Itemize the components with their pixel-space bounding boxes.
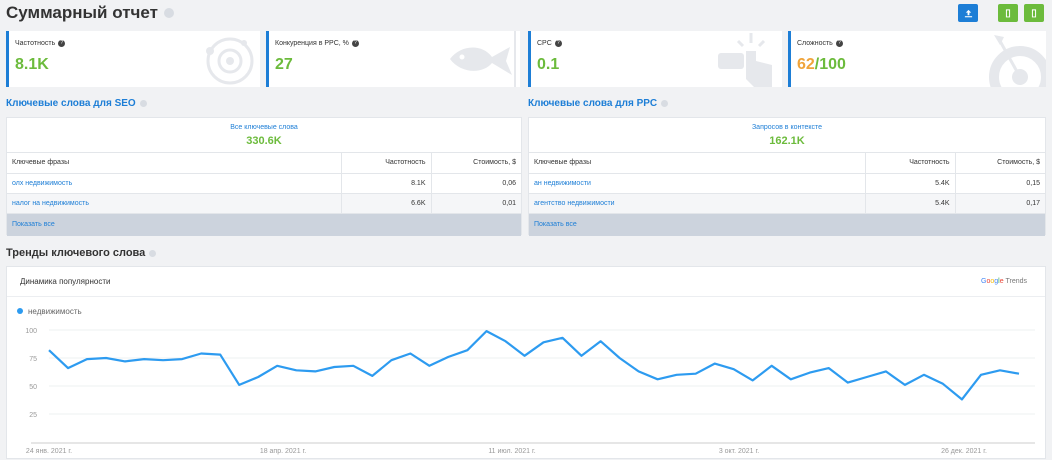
legend-label: недвижимость: [28, 307, 82, 316]
metric-frequency: Частотность? 8.1K: [6, 31, 260, 87]
seo-top-value: 330.6K: [246, 135, 282, 147]
cost-cell: 0,15: [954, 173, 1045, 194]
column-header: Частотность: [340, 153, 431, 174]
difficulty-score: 62: [797, 56, 815, 73]
export-button[interactable]: [958, 4, 978, 22]
frequency-cell: 8.1K: [340, 173, 431, 194]
seo-show-all-button[interactable]: Показать все: [7, 213, 521, 236]
keyword-link[interactable]: ан недвижимости: [534, 179, 591, 187]
y-tick-label: 25: [29, 412, 37, 419]
frequency-cell: 5.4K: [864, 173, 955, 194]
y-tick-label: 50: [29, 384, 37, 391]
ppc-top-value: 162.1K: [769, 135, 805, 147]
click-icon: [718, 33, 772, 87]
x-tick-label: 18 апр. 2021 г.: [260, 448, 306, 455]
cost-cell: 0,06: [430, 173, 521, 194]
seo-keywords-panel: Все ключевые слова 330.6K Ключевые фразы…: [6, 117, 522, 236]
info-icon[interactable]: [163, 8, 174, 18]
info-icon[interactable]: [139, 100, 147, 107]
ppc-show-all-button[interactable]: Показать все: [529, 213, 1045, 236]
google-trends-logo[interactable]: Google Trends: [981, 278, 1027, 285]
metric-label: CPC: [537, 40, 552, 47]
cost-cell: 0,01: [430, 193, 521, 214]
table-header-row: Ключевые фразы Частотность Стоимость, $: [529, 153, 1045, 174]
trends-title-text: Тренды ключевого слова: [6, 247, 146, 259]
metric-label: Сложность: [797, 40, 833, 47]
report-icon: ▯: [1031, 7, 1037, 19]
y-tick-label: 100: [25, 328, 37, 335]
help-icon[interactable]: ?: [835, 40, 843, 47]
cost-cell: 0,17: [954, 193, 1045, 214]
metric-value: 62/100: [797, 56, 846, 74]
table-row: ан недвижимости 5.4K 0,15: [529, 173, 1045, 194]
target-icon: [989, 35, 1046, 87]
metric-difficulty: Сложность? 62/100: [788, 31, 1046, 87]
ppc-keywords-panel: Запросов в контексте 162.1K Ключевые фра…: [528, 117, 1046, 236]
metric-value: 0.1: [537, 56, 560, 73]
seo-title-text: Ключевые слова для SEO: [6, 98, 136, 109]
column-header: Стоимость, $: [954, 153, 1045, 174]
help-icon[interactable]: ?: [554, 40, 562, 47]
help-icon[interactable]: ?: [58, 40, 66, 47]
trends-panel: Динамика популярности Google Trends недв…: [6, 266, 1046, 459]
metric-cpc: CPC? 0.1: [528, 31, 782, 87]
metric-label: Конкуренция в PPC, %: [275, 40, 349, 47]
fish-icon: [450, 31, 516, 87]
table-row: налог на недвижимость 6.6K 0,01: [7, 193, 521, 214]
metric-value: 27: [275, 56, 293, 73]
column-header: Ключевые фразы: [529, 153, 865, 174]
report-icon: ▯: [1005, 7, 1011, 19]
frequency-cell: 6.6K: [340, 193, 431, 214]
report-button-2[interactable]: ▯: [1024, 4, 1044, 22]
x-tick-label: 11 июл. 2021 г.: [488, 448, 535, 455]
header-actions: ▯ ▯: [958, 4, 1044, 22]
metric-value: 8.1K: [15, 56, 49, 73]
difficulty-max: /100: [814, 56, 846, 73]
seo-keywords-table: Ключевые фразы Частотность Стоимость, $ …: [7, 153, 521, 214]
legend-item[interactable]: недвижимость: [17, 307, 82, 316]
table-row: агентство недвижимости 5.4K 0,17: [529, 193, 1045, 214]
seo-top-label[interactable]: Все ключевые слова: [230, 124, 298, 131]
trends-section-title: Тренды ключевого слова: [6, 247, 157, 259]
seo-section-title: Ключевые слова для SEO: [6, 98, 147, 109]
report-button-1[interactable]: ▯: [998, 4, 1018, 22]
ppc-keywords-table: Ключевые фразы Частотность Стоимость, $ …: [529, 153, 1045, 214]
page-title: Суммарный отчет: [6, 3, 158, 22]
series-line[interactable]: [48, 329, 1020, 401]
keyword-link[interactable]: налог на недвижимость: [12, 199, 89, 207]
metric-label: Частотность: [15, 40, 56, 47]
orbit-icon: [206, 37, 254, 85]
table-header-row: Ключевые фразы Частотность Стоимость, $: [7, 153, 521, 174]
trend-chart: недвижимость 100 75 50 25 24 янв. 2021 г. 18 а…: [17, 307, 1035, 455]
x-tick-label: 24 янв. 2021 г.: [26, 448, 72, 455]
table-row: олх недвижимость 8.1K 0,06: [7, 173, 521, 194]
info-icon[interactable]: [661, 100, 669, 107]
column-header: Стоимость, $: [430, 153, 521, 174]
ppc-title-text: Ключевые слова для PPC: [528, 98, 658, 109]
keyword-link[interactable]: олх недвижимость: [12, 179, 73, 187]
help-icon[interactable]: ?: [351, 40, 359, 47]
x-tick-label: 3 окт. 2021 г.: [719, 448, 759, 455]
trends-subtitle: Динамика популярности: [20, 277, 111, 286]
ppc-section-title: Ключевые слова для PPC: [528, 98, 669, 109]
y-tick-label: 75: [29, 356, 37, 363]
legend-marker: [17, 308, 23, 314]
ppc-top-label[interactable]: Запросов в контексте: [751, 124, 823, 131]
upload-icon: [964, 9, 972, 17]
column-header: Частотность: [864, 153, 955, 174]
frequency-cell: 5.4K: [864, 193, 955, 214]
info-icon[interactable]: [149, 249, 157, 257]
column-header: Ключевые фразы: [7, 153, 341, 174]
keyword-link[interactable]: агентство недвижимости: [534, 199, 615, 207]
x-tick-label: 26 дек. 2021 г.: [941, 448, 987, 455]
metric-ppc-competition: Конкуренция в PPC, %? 27: [266, 31, 520, 87]
page-header: Суммарный отчет: [6, 2, 174, 24]
